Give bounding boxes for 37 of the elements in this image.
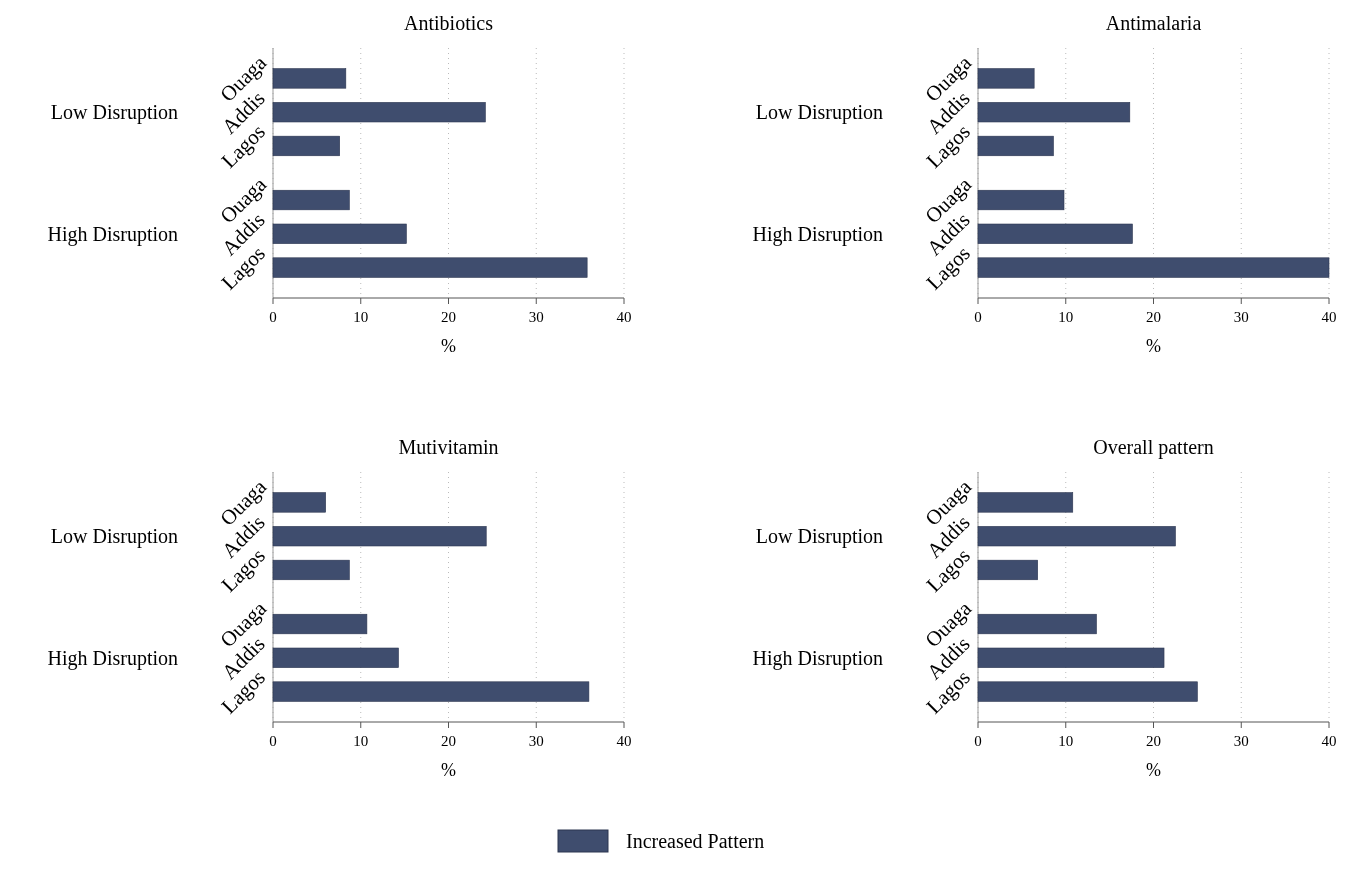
x-tick-label: 20 bbox=[441, 733, 456, 749]
x-tick-label: 10 bbox=[353, 733, 369, 749]
chart-title: Antimalaria bbox=[1105, 12, 1202, 34]
legend-label: Increased Pattern bbox=[626, 830, 765, 852]
x-axis-title: % bbox=[441, 336, 456, 356]
x-tick-label: 30 bbox=[1233, 309, 1249, 325]
text: Low Disruption bbox=[755, 101, 883, 125]
x-tick-label: 0 bbox=[269, 733, 277, 749]
text: High Disruption bbox=[752, 222, 883, 246]
x-axis-title: % bbox=[1146, 336, 1161, 356]
chart-title: Overall pattern bbox=[1093, 436, 1214, 459]
x-tick-label: 20 bbox=[441, 309, 456, 325]
x-tick-label: 40 bbox=[1321, 309, 1337, 325]
x-tick-label: 30 bbox=[1233, 733, 1249, 749]
text: High Disruption bbox=[47, 222, 178, 246]
x-axis-title: % bbox=[441, 760, 456, 780]
x-axis-title: % bbox=[1146, 760, 1161, 780]
x-tick-label: 30 bbox=[528, 309, 544, 325]
x-tick-label: 40 bbox=[616, 309, 632, 325]
chart-title: Mutivitamin bbox=[398, 436, 499, 458]
x-tick-label: 30 bbox=[528, 733, 544, 749]
text: Low Disruption bbox=[50, 525, 178, 549]
x-tick-label: 40 bbox=[616, 733, 632, 749]
x-tick-label: 40 bbox=[1321, 733, 1337, 749]
x-tick-label: 20 bbox=[1146, 733, 1161, 749]
chart-title: Antibiotics bbox=[404, 12, 494, 34]
text: Low Disruption bbox=[50, 101, 178, 125]
text: High Disruption bbox=[47, 646, 178, 670]
x-tick-label: 0 bbox=[974, 733, 982, 749]
x-tick-label: 10 bbox=[1058, 309, 1074, 325]
x-tick-label: 20 bbox=[1146, 309, 1161, 325]
x-tick-label: 0 bbox=[269, 309, 277, 325]
text: High Disruption bbox=[752, 646, 883, 670]
text: Low Disruption bbox=[755, 525, 883, 549]
x-tick-label: 0 bbox=[974, 309, 982, 325]
x-tick-label: 10 bbox=[1058, 733, 1074, 749]
x-tick-label: 10 bbox=[353, 309, 369, 325]
